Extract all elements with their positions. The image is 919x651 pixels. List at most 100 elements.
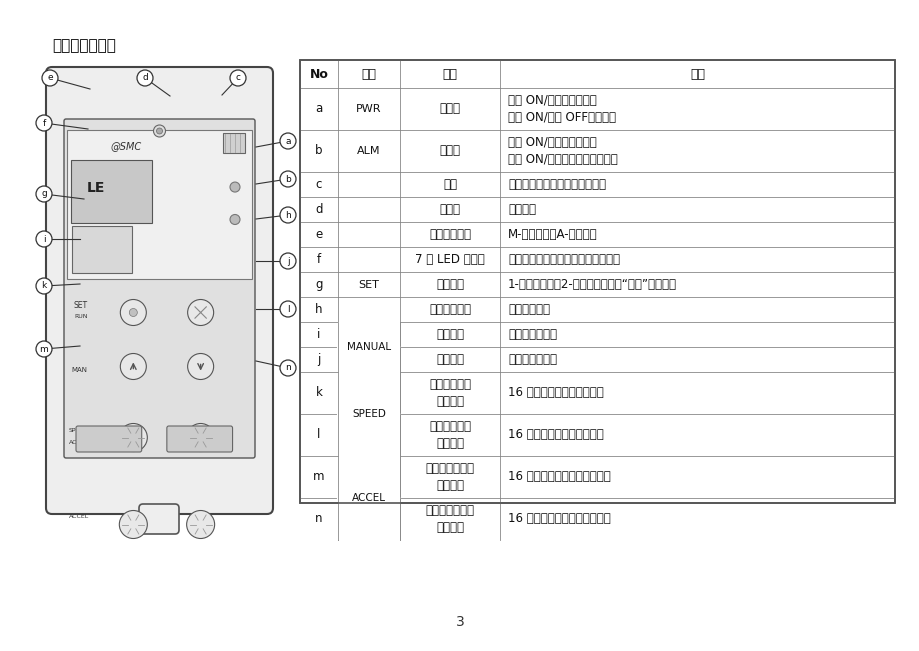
Circle shape [119, 510, 147, 538]
Text: SET: SET [74, 301, 88, 309]
Bar [300, 60, 894, 503]
Text: 按下时向前点动: 按下时向前点动 [507, 328, 556, 341]
Text: b: b [285, 174, 290, 184]
Text: 名称: 名称 [442, 68, 457, 81]
FancyBboxPatch shape [139, 504, 179, 534]
Circle shape [36, 186, 52, 202]
Circle shape [279, 207, 296, 223]
Circle shape [187, 510, 214, 538]
Bar [72, 227, 131, 273]
Circle shape [36, 341, 52, 357]
Text: n: n [315, 512, 323, 525]
FancyBboxPatch shape [46, 67, 273, 514]
Text: 后退按鈕: 后退按鈕 [436, 353, 463, 366]
Bar [222, 133, 244, 153]
Bar [337, 456, 400, 540]
Circle shape [130, 309, 137, 316]
Circle shape [120, 353, 146, 380]
Text: 1-设定値写入，2-手动模式下作为“运行”信号使用: 1-设定値写入，2-手动模式下作为“运行”信号使用 [507, 278, 676, 291]
Text: SPEED: SPEED [350, 388, 387, 398]
Text: ACCEL: ACCEL [69, 514, 89, 519]
Circle shape [187, 299, 213, 326]
Circle shape [120, 299, 146, 326]
Circle shape [279, 360, 296, 376]
Text: 后退方向速度
设定旋鈕: 后退方向速度 设定旋鈕 [428, 420, 471, 450]
Text: 16 档旋鈕设定后退方向加速度: 16 档旋鈕设定后退方向加速度 [507, 512, 610, 525]
Text: e: e [47, 74, 52, 83]
FancyBboxPatch shape [76, 426, 142, 452]
FancyBboxPatch shape [64, 119, 255, 458]
Circle shape [279, 253, 296, 269]
Text: 前进方向速度
设定旋鈕: 前进方向速度 设定旋鈕 [428, 378, 471, 408]
Bar [337, 372, 400, 456]
Circle shape [230, 70, 245, 86]
Text: MANUAL: MANUAL [345, 329, 392, 340]
Text: @SMC: @SMC [110, 141, 142, 151]
Text: 模式选择按鈕上方的滑动保护盖: 模式选择按鈕上方的滑动保护盖 [507, 178, 606, 191]
Text: l: l [317, 428, 321, 441]
Text: c: c [315, 178, 322, 191]
Text: d: d [315, 203, 323, 216]
Circle shape [279, 171, 296, 187]
Text: 位置信息、设置信息、报警信息显示: 位置信息、设置信息、报警信息显示 [507, 253, 619, 266]
Text: ACCEL: ACCEL [352, 493, 386, 503]
Text: m: m [312, 471, 324, 484]
Text: 前进按鈕: 前进按鈕 [436, 328, 463, 341]
Text: k: k [315, 387, 322, 400]
Text: 标识: 标识 [361, 68, 376, 81]
Circle shape [137, 70, 153, 86]
Circle shape [279, 133, 296, 149]
Text: a: a [315, 102, 323, 115]
Text: 7 段 LED 显示屏: 7 段 LED 显示屏 [414, 253, 484, 266]
Text: LE: LE [86, 182, 105, 195]
Text: SPEED: SPEED [352, 409, 385, 419]
Text: ALM: ALM [357, 146, 380, 156]
Text: 按下时向后点动: 按下时向后点动 [507, 353, 556, 366]
Text: MANUAL: MANUAL [346, 342, 391, 352]
Text: k: k [41, 281, 47, 290]
Text: l: l [287, 305, 289, 314]
Text: f: f [316, 253, 321, 266]
Text: MAN: MAN [71, 367, 87, 372]
Text: b: b [315, 145, 323, 158]
Text: 模式选择拨鈕: 模式选择拨鈕 [428, 228, 471, 241]
Text: 报警灯: 报警灯 [439, 145, 460, 158]
Text: M-手动模式、A-自动模式: M-手动模式、A-自动模式 [507, 228, 597, 241]
Text: 接地点: 接地点 [439, 203, 460, 216]
Circle shape [36, 115, 52, 131]
Circle shape [187, 424, 214, 452]
Text: RUN: RUN [74, 314, 87, 318]
Text: n: n [285, 363, 290, 372]
Circle shape [187, 353, 213, 380]
Text: 电源 ON/有报警：红灯亮
电源 ON/参数设置模式：红灯闪: 电源 ON/有报警：红灯亮 电源 ON/参数设置模式：红灯闪 [507, 136, 617, 166]
Text: 后退方向加速度
设定旋鈕: 后退方向加速度 设定旋鈕 [425, 504, 474, 534]
Circle shape [153, 125, 165, 137]
Text: 说明: 说明 [689, 68, 704, 81]
Text: g: g [315, 278, 323, 291]
Text: e: e [315, 228, 323, 241]
Text: 16 档旋鈕设定前进方向速度: 16 档旋鈕设定前进方向速度 [507, 387, 603, 400]
Text: ACCEL: ACCEL [350, 472, 387, 482]
Bar [300, 60, 894, 503]
Circle shape [36, 278, 52, 294]
Bar [337, 322, 400, 372]
Text: d: d [142, 74, 148, 83]
Text: SET: SET [358, 279, 379, 290]
Text: ACCEL: ACCEL [69, 439, 89, 445]
Text: 16 档旋鈕设定后退方向速度: 16 档旋鈕设定后退方向速度 [507, 428, 603, 441]
Text: 滑盖: 滑盖 [443, 178, 457, 191]
Text: h: h [285, 210, 290, 219]
Circle shape [230, 182, 240, 192]
Text: 位置选择旋鈕: 位置选择旋鈕 [428, 303, 471, 316]
Text: No: No [309, 68, 328, 81]
Text: SPEED: SPEED [69, 428, 89, 432]
Text: 电源 ON/无报警：绹灯亮
电源 ON/伺服 OFF：绹灯闪: 电源 ON/无报警：绹灯亮 电源 ON/伺服 OFF：绹灯闪 [507, 94, 616, 124]
Text: 电源灯: 电源灯 [439, 102, 460, 115]
Text: g: g [41, 189, 47, 199]
Text: h: h [315, 303, 323, 316]
Text: a: a [285, 137, 290, 146]
Circle shape [230, 214, 240, 225]
Text: i: i [42, 234, 45, 243]
Text: 前进方向加速度
设定旋鈕: 前进方向加速度 设定旋鈕 [425, 462, 474, 492]
Text: c: c [235, 74, 240, 83]
